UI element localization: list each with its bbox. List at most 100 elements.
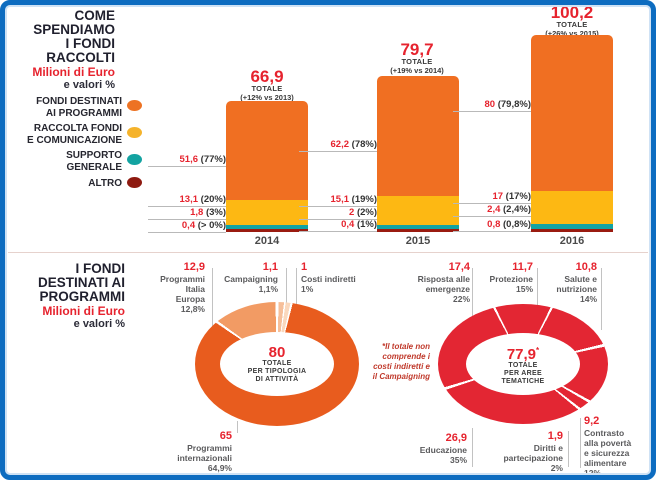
row-value: 80 — [484, 99, 496, 110]
bar-total-2016: 100,2 TOTALE (+26% vs 2015) — [520, 4, 624, 38]
segment-supporto — [226, 225, 308, 229]
leader-line — [537, 268, 538, 310]
bottom-subtitle-unit: Milioni di Euro — [42, 304, 125, 318]
label-programmi-italia-europa: 12,9 Programmi Italia Europa 12,8% — [160, 261, 205, 314]
tipologia-donut-chart: 80 TOTALE PER TIPOLOGIA DI ATTIVITÀ — [195, 302, 359, 426]
legend-dot-yellow-icon — [127, 127, 142, 138]
row-value: 0,4 — [181, 220, 196, 231]
value-row: 13,1 (20%) — [148, 194, 226, 207]
segment-raccolta — [226, 200, 308, 225]
legend-dot-teal-icon — [127, 154, 142, 165]
segment-programmi — [531, 35, 613, 191]
leader-line — [296, 268, 297, 304]
row-pct: (1%) — [356, 219, 377, 230]
tipologia-total-label: DI ATTIVITÀ — [255, 375, 299, 383]
bottom-title-line: I FONDI — [75, 261, 126, 276]
legend-label: FONDI DESTINATI — [36, 96, 122, 107]
label-diritti-partecipazione: 1,9 Diritti e partecipazione 2% — [503, 430, 563, 473]
label-campaigning: 1,1 Campaigning 1,1% — [224, 261, 278, 294]
value-row: 0,4 (> 0%) — [148, 220, 226, 233]
row-value: 0,8 — [487, 219, 501, 230]
value-row: 2,4 (2,4%) — [453, 204, 531, 217]
row-value: 17 — [492, 191, 504, 202]
row-pct: (17%) — [505, 191, 531, 202]
year-label: 2016 — [559, 235, 585, 247]
legend-item-altro: ALTRO — [2, 178, 122, 190]
leader-line — [237, 421, 238, 433]
segment-altro — [377, 229, 459, 232]
top-title-line: SPENDIAMO — [33, 22, 115, 37]
legend-item-raccolta: RACCOLTA FONDI E COMUNICAZIONE — [2, 123, 122, 146]
bottom-title-line: PROGRAMMI — [39, 289, 126, 304]
legend-dot-orange-icon — [127, 100, 142, 111]
aree-total-value: 77,9* — [506, 345, 540, 363]
bar-total-2015: 79,7 TOTALE (+19% vs 2014) — [367, 41, 467, 75]
value-row: 62,2 (78%) — [299, 139, 377, 152]
row-pct: (0,8%) — [503, 219, 531, 230]
label-contrasto-poverta: 9,2 Contrasto alla povertà e sicurezza a… — [584, 415, 632, 478]
total-value: 100,2 — [550, 3, 594, 22]
aree-donut-chart: 77,9* TOTALE PER AREE TEMATICHE — [438, 304, 608, 424]
label-risposta-emergenze: 17,4 Risposta alle emergenze 22% — [417, 261, 470, 304]
legend-label: AI PROGRAMMI — [45, 107, 122, 119]
total-note: (+12% vs 2013) — [240, 92, 294, 102]
segment-programmi — [226, 101, 308, 200]
label-educazione: 26,9 Educazione 35% — [419, 432, 467, 465]
label-salute-nutrizione: 10,8 Salute e nutrizione 14% — [556, 261, 597, 304]
row-pct: (79,8%) — [497, 99, 531, 110]
row-value: 51,6 — [179, 154, 199, 165]
legend-label: SUPPORTO — [66, 150, 122, 161]
total-footnote: *Il totale non comprende i costi indiret… — [372, 342, 430, 381]
segment-raccolta — [531, 191, 613, 224]
aree-total-label: TEMATICHE — [501, 377, 545, 385]
segment-supporto — [377, 225, 459, 229]
leader-line — [286, 268, 287, 304]
row-value: 15,1 — [330, 194, 350, 205]
tipologia-total-label: PER TIPOLOGIA — [247, 367, 307, 375]
row-value: 62,2 — [330, 139, 350, 150]
label-costi-indiretti: 1 Costi indiretti 1% — [301, 261, 356, 294]
value-row: 17 (17%) — [453, 191, 531, 204]
top-title-line: I FONDI — [65, 36, 116, 51]
label-programmi-internazionali: 65 Programmi internazionali 64,9% — [177, 430, 232, 473]
segment-altro — [531, 229, 613, 232]
top-subtitle-unit: Milioni di Euro — [32, 65, 115, 79]
segment-raccolta — [377, 196, 459, 225]
tipologia-total-label: TOTALE — [262, 359, 292, 367]
row-pct: (> 0%) — [197, 220, 226, 231]
legend-dot-maroon-icon — [127, 177, 142, 188]
row-value: 1,8 — [190, 207, 204, 218]
tipologia-total-value: 80 — [268, 343, 286, 361]
section-divider — [8, 252, 648, 253]
row-pct: (3%) — [205, 207, 226, 218]
row-pct: (20%) — [200, 194, 226, 205]
total-label: TOTALE — [401, 57, 433, 66]
row-pct: (78%) — [351, 139, 377, 150]
row-value: 13,1 — [179, 194, 199, 205]
value-row: 0,4 (1%) — [299, 219, 377, 232]
row-value: 2,4 — [487, 204, 501, 215]
legend-item-supporto: SUPPORTO GENERALE — [2, 150, 122, 173]
year-label: 2014 — [254, 235, 280, 247]
value-row: 0,8 (0,8%) — [453, 219, 531, 232]
leader-line — [580, 418, 581, 468]
bottom-subtitle-values: e valori % — [73, 318, 125, 330]
segment-programmi — [377, 76, 459, 196]
total-value: 79,7 — [400, 40, 434, 59]
value-row: 80 (79,8%) — [453, 99, 531, 112]
total-note: (+26% vs 2015) — [545, 28, 599, 38]
row-value: 2 — [349, 207, 355, 218]
total-label: TOTALE — [251, 84, 283, 93]
aree-total-label: PER AREE — [504, 369, 542, 377]
row-pct: (2%) — [356, 207, 377, 218]
bar-2015 — [377, 76, 459, 232]
bottom-title-line: DESTINATI AI — [38, 275, 125, 290]
label-protezione: 11,7 Protezione 15% — [489, 261, 533, 294]
bar-2014 — [226, 101, 308, 232]
bar-2016 — [531, 35, 613, 232]
row-value: 0,4 — [341, 219, 355, 230]
legend-item-programmi: FONDI DESTINATI AI PROGRAMMI — [2, 96, 122, 119]
total-value: 66,9 — [250, 67, 284, 86]
value-row: 2 (2%) — [299, 207, 377, 220]
